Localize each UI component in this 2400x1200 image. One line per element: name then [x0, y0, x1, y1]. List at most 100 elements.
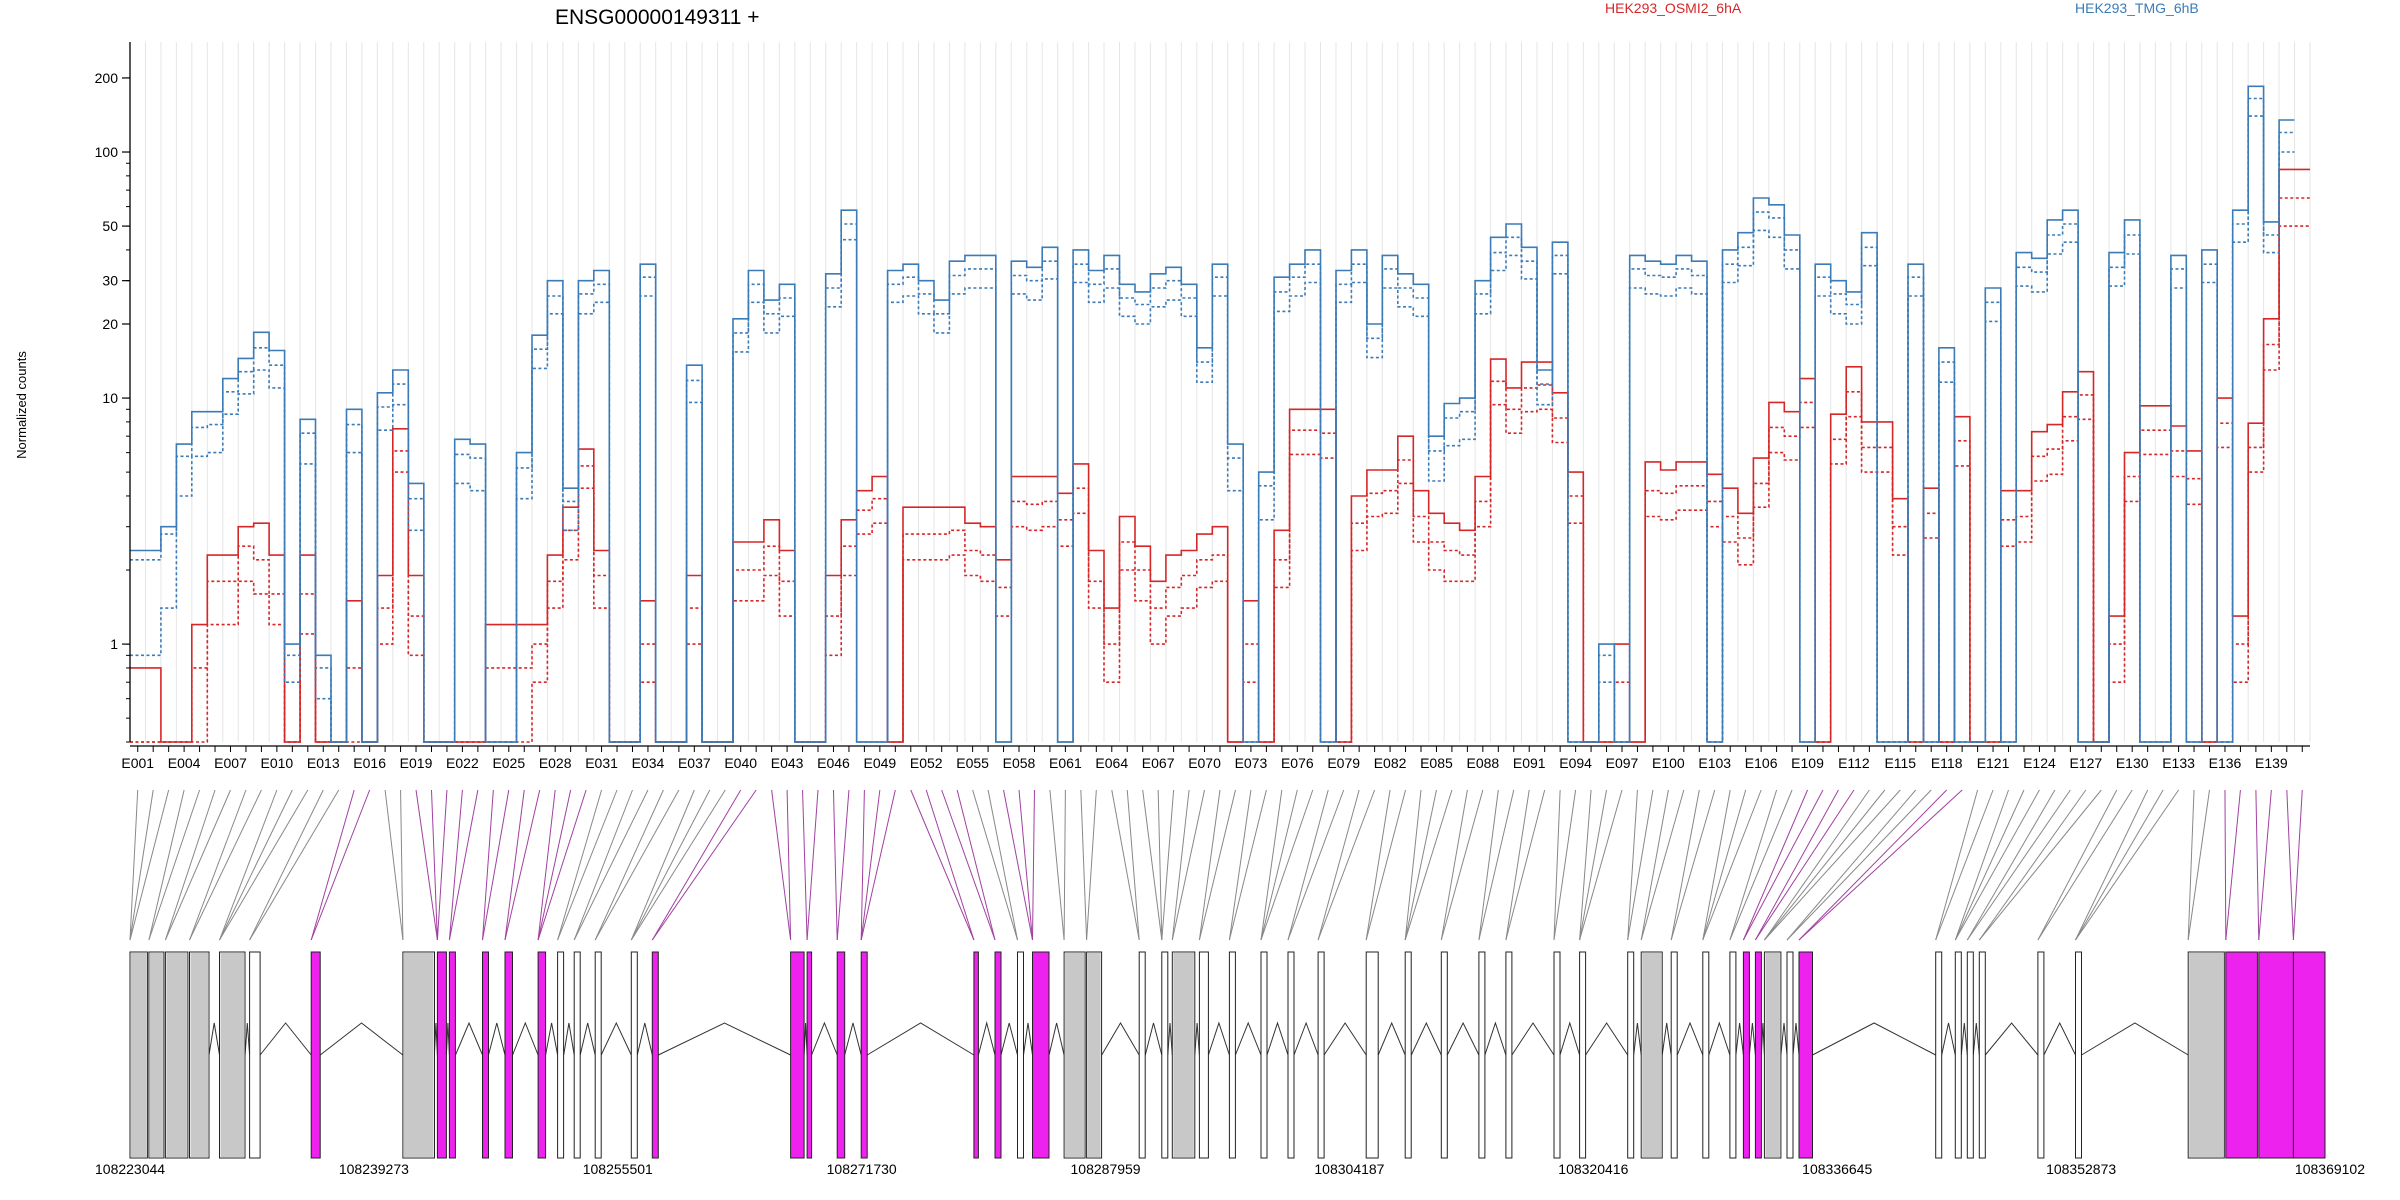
exon-connector-line — [400, 789, 404, 941]
intron-connector — [1972, 1022, 1980, 1056]
intron-connector — [244, 1022, 251, 1056]
exon-connector-line — [482, 789, 510, 941]
connector-lines — [129, 789, 2303, 941]
exon-connector-line — [1440, 789, 1468, 941]
exon-connector-line — [832, 789, 838, 941]
exon-connector-line — [1228, 789, 1267, 941]
exon-connector-line — [448, 789, 463, 941]
exon-block — [1954, 951, 1962, 1159]
exon-block-highlighted — [537, 951, 547, 1159]
exon-connector-line — [941, 789, 996, 941]
x-tick-label: E052 — [910, 755, 943, 771]
x-tick-label: E121 — [1977, 755, 2010, 771]
exon-connector-line — [771, 789, 792, 941]
legend-entry-tmg: HEK293_TMG_6hB — [2075, 0, 2199, 16]
x-tick-label: E139 — [2255, 755, 2288, 771]
x-tick-label: E013 — [307, 755, 340, 771]
x-tick-label: E109 — [1791, 755, 1824, 771]
exon-block-shade — [1065, 953, 1085, 1157]
exon-block-highlighted — [504, 951, 513, 1159]
exon-connector-line — [537, 789, 587, 941]
x-tick-label: E016 — [353, 755, 386, 771]
intron-connector — [1207, 1021, 1230, 1056]
intron-connector — [1661, 1022, 1672, 1056]
exon-connector-line — [860, 789, 865, 941]
exon-connector-line — [219, 789, 309, 941]
exon-connector-line — [1157, 789, 1163, 941]
x-tick-label: E115 — [1884, 755, 1916, 771]
x-axis: E001 E004 E007 E010 E013 E016 E019 E022 E025 E028… — [121, 745, 2310, 771]
exon-connector-line — [1260, 789, 1298, 941]
exon-connector-line — [1798, 789, 1963, 941]
exon-connector-line — [956, 789, 996, 941]
x-tick-label: E001 — [121, 755, 154, 771]
exon-block — [1198, 951, 1209, 1159]
intron-connector — [1780, 1022, 1788, 1056]
exon-connector-line — [630, 789, 695, 941]
exon-connector-line — [2075, 789, 2149, 941]
exon-connector-line — [1670, 789, 1700, 941]
exon-connector-line — [1404, 789, 1422, 941]
intron-connector — [1144, 1022, 1163, 1056]
intron-connector — [1377, 1021, 1406, 1056]
exon-connector-line — [1161, 789, 1175, 941]
y-tick-label: 200 — [95, 70, 119, 86]
intron-connector — [1000, 1022, 1018, 1056]
exon-connector-line — [2255, 789, 2260, 941]
intron-connector — [1511, 1022, 1555, 1056]
intron-connector — [1234, 1021, 1262, 1056]
exon-connector-line — [1049, 789, 1065, 941]
exon-block-highlighted — [2258, 951, 2294, 1159]
gene-model — [129, 951, 2326, 1159]
exon-connector-line — [1935, 789, 1979, 941]
exon-block-shade — [1765, 953, 1780, 1157]
exon-block-highlighted — [836, 951, 846, 1159]
intron-connector — [1984, 1022, 2039, 1056]
exon-connector-line — [504, 789, 525, 941]
exon-block — [1978, 951, 1986, 1159]
intron-connector — [1293, 1021, 1319, 1056]
legend-entry-osmi2: HEK293_OSMI2_6hA — [1605, 0, 1742, 16]
exon-connector-line — [2075, 789, 2179, 941]
x-tick-label: E133 — [2162, 755, 2195, 771]
exon-connector-line — [1742, 789, 1808, 941]
exon-connector-line — [1640, 789, 1685, 941]
exon-block-highlighted — [310, 951, 321, 1159]
intron-connector — [1484, 1021, 1507, 1056]
exon-block — [1966, 951, 1974, 1159]
exon-connector-line — [436, 789, 448, 941]
exon-connector-line — [1171, 789, 1206, 941]
exon-connector-line — [630, 789, 726, 941]
exon-connector-line — [415, 789, 438, 941]
exon-connector-line — [1729, 789, 1778, 941]
x-tick-label: E112 — [1838, 755, 1870, 771]
exon-block — [2075, 951, 2082, 1159]
exon-connector-line — [1505, 789, 1546, 941]
exon-connector-line — [1798, 789, 1948, 941]
exon-connector-line — [482, 789, 494, 941]
intron-connector — [1960, 1022, 1968, 1056]
exon-connector-line — [2037, 789, 2133, 941]
exon-connector-line — [1171, 789, 1190, 941]
exon-connector-line — [1260, 789, 1283, 941]
x-tick-label: E106 — [1745, 755, 1778, 771]
x-tick-label: E064 — [1095, 755, 1128, 771]
exon-connector-line — [1978, 789, 2102, 941]
exon-connector-line — [2187, 789, 2195, 941]
exon-block-highlighted — [973, 951, 979, 1159]
exon-connector-line — [2292, 789, 2303, 941]
exon-block-highlighted — [2225, 951, 2258, 1159]
exon-connector-line — [1404, 789, 1437, 941]
exon-connector-line — [129, 789, 170, 941]
exon-connector-line — [2224, 789, 2227, 941]
x-tick-label: E031 — [585, 755, 618, 771]
genomic-tick-label: 108255501 — [583, 1161, 653, 1177]
exon-connector-line — [2075, 789, 2164, 941]
exon-connector-line — [1729, 789, 1793, 941]
intron-connector — [208, 1022, 220, 1056]
exon-connector-line — [249, 789, 324, 941]
exon-block-highlighted — [806, 951, 813, 1159]
exon-connector-line — [310, 789, 355, 941]
exon-block — [573, 951, 581, 1159]
